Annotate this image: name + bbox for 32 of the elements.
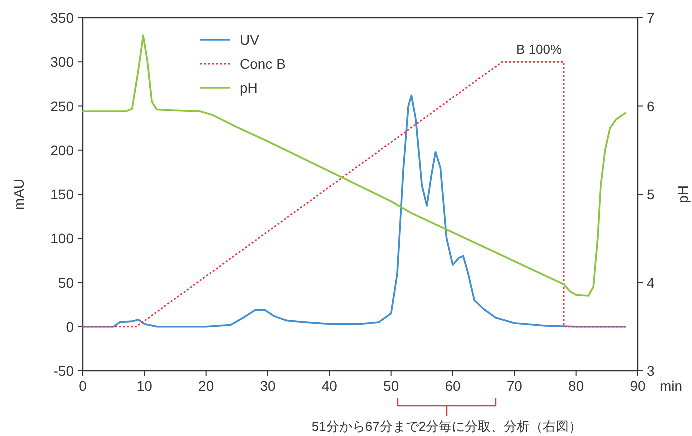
x-tick-label: 60 xyxy=(445,378,461,394)
x-tick-label: 20 xyxy=(198,378,214,394)
y-tick-label: 200 xyxy=(50,142,74,158)
text: 51分から67分まで2分毎に分取、分析（右図） xyxy=(312,419,582,434)
y2-axis-title: pH xyxy=(675,186,691,204)
y-tick-label: 150 xyxy=(50,186,74,202)
y-tick-label: 50 xyxy=(58,274,74,291)
x-tick-label: 10 xyxy=(136,378,153,394)
x-tick-label: 40 xyxy=(322,378,338,394)
y-tick-label: 250 xyxy=(50,98,74,114)
y-tick-label: -50 xyxy=(54,363,74,379)
x-tick-label: 70 xyxy=(506,378,523,394)
y-tick-label: 350 xyxy=(50,10,74,26)
x-tick-label: 50 xyxy=(384,378,400,394)
legend-label: pH xyxy=(240,80,258,96)
x-axis-title: min xyxy=(660,378,683,394)
annotation: B 100% xyxy=(516,42,563,58)
y2-tick-label: 3 xyxy=(647,363,655,379)
y-axis-title: mAU xyxy=(11,178,27,210)
y2-tick-label: 4 xyxy=(647,274,655,291)
x-tick-label: 0 xyxy=(79,378,88,394)
y-tick-label: 0 xyxy=(66,318,74,335)
y-tick-label: 100 xyxy=(50,230,74,247)
y2-tick-label: 7 xyxy=(647,10,655,26)
legend-label: Conc B xyxy=(240,56,286,72)
y-tick-label: 300 xyxy=(50,54,74,70)
x-tick-label: 90 xyxy=(630,378,646,394)
legend-label: UV xyxy=(240,32,260,48)
y2-tick-label: 5 xyxy=(647,186,655,202)
y2-tick-label: 6 xyxy=(647,98,655,114)
x-tick-label: 80 xyxy=(568,378,584,394)
x-tick-label: 30 xyxy=(260,378,276,394)
